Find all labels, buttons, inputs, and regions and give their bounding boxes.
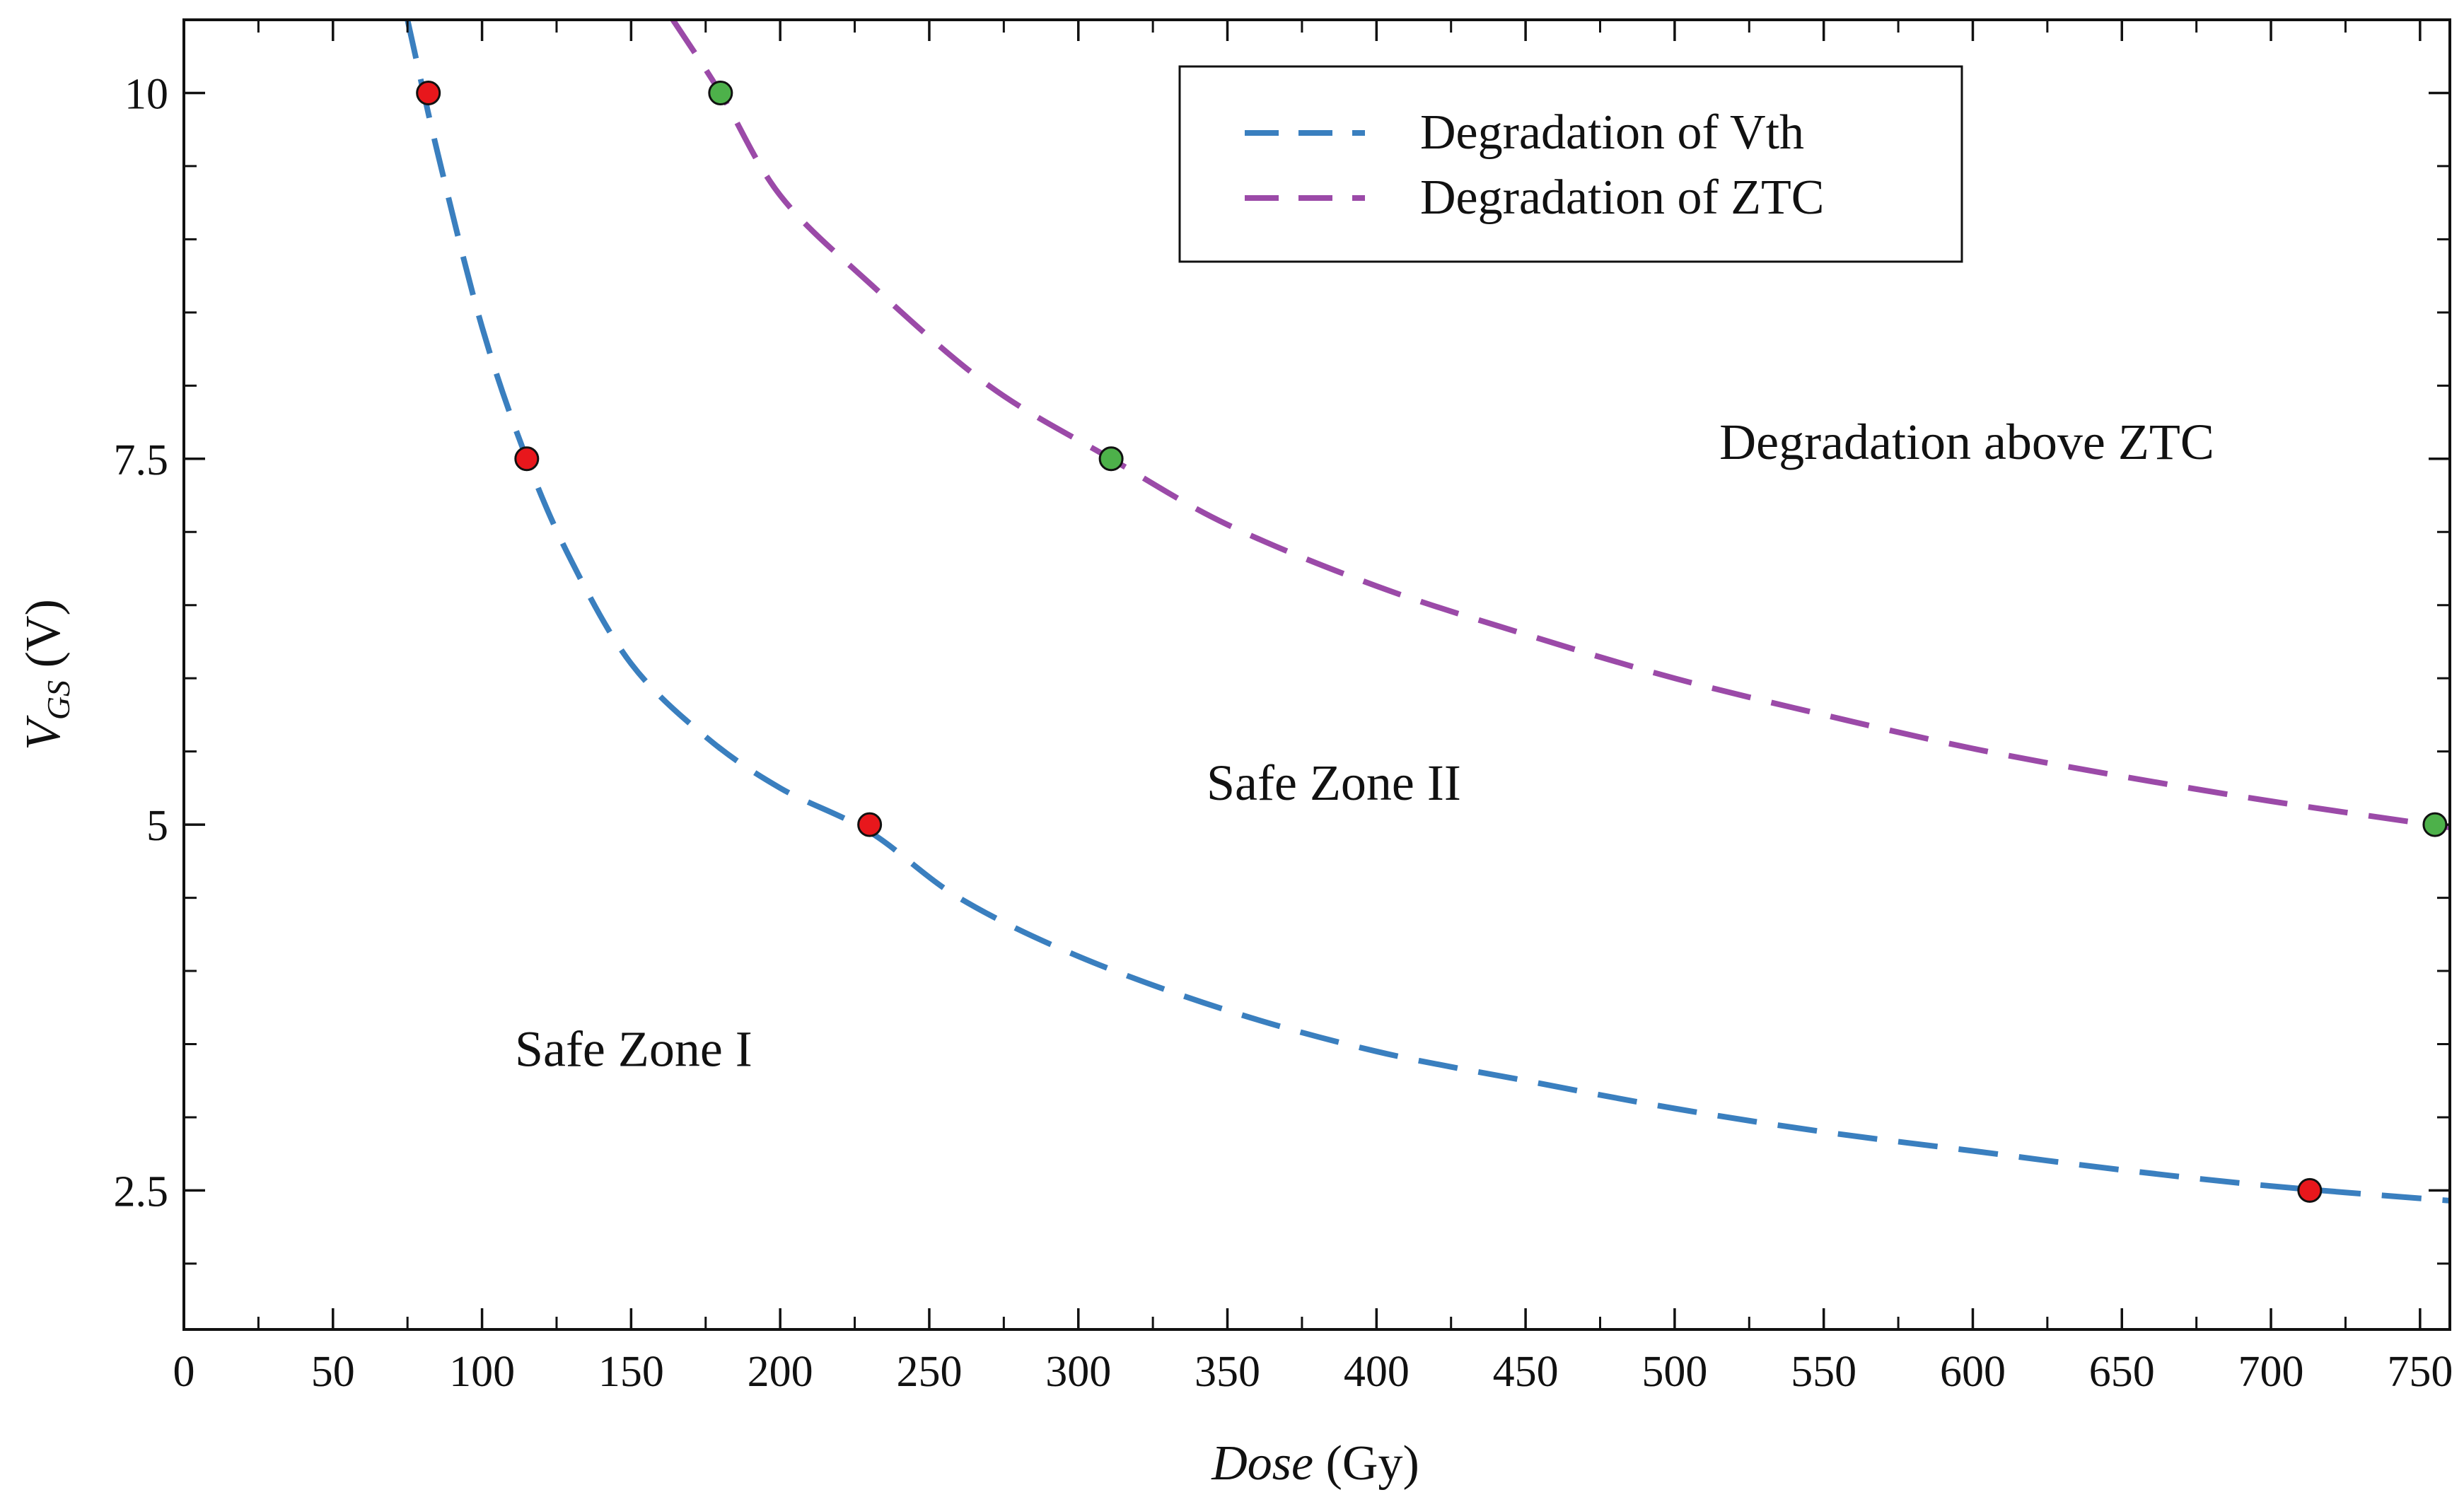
markers [416,80,2448,1203]
x-tick-label: 150 [598,1348,664,1396]
series-line-ztc [670,20,2450,831]
legend: Degradation of Vth Degradation of ZTC [1178,65,1963,263]
x-tick-label: 200 [748,1348,813,1396]
ticks: 0 50 100 150 200 250 300 350 400 450 500 550 600 650 7… [114,20,2453,1396]
y-tick-label: 5 [146,802,168,850]
annotations: Degradation above ZTC Safe Zone II Safe Zo… [515,414,2214,1078]
y-tick-label: 2.5 [114,1168,169,1216]
data-point-vth [2297,1177,2323,1203]
x-tick-label: 700 [2238,1348,2304,1396]
region-label-2: Safe Zone II [1207,755,1461,811]
x-tick-label: 50 [311,1348,355,1396]
x-tick-label: 250 [896,1348,962,1396]
x-tick-label: 0 [173,1348,195,1396]
x-tick-label: 350 [1195,1348,1260,1396]
legend-box [1178,65,1963,263]
legend-label-vth: Degradation of Vth [1420,105,1804,160]
legend-label-ztc: Degradation of ZTC [1420,170,1824,225]
data-point-vth [416,80,441,105]
x-axis-title: Dose (Gy) [1211,1436,1419,1491]
x-tick-label: 550 [1791,1348,1856,1396]
x-tick-label: 500 [1641,1348,1707,1396]
x-tick-label: 400 [1344,1348,1410,1396]
region-label-1: Degradation above ZTC [1719,414,2214,470]
x-tick-label: 300 [1045,1348,1111,1396]
data-point-ztc [1098,446,1124,472]
data-point-vth [514,446,540,472]
region-label-3: Safe Zone I [515,1021,752,1078]
x-tick-label: 600 [1940,1348,2006,1396]
y-tick-label: 7.5 [114,436,169,484]
x-tick-label: 650 [2089,1348,2155,1396]
data-point-ztc [2422,812,2448,837]
x-tick-label: 450 [1493,1348,1559,1396]
x-tick-label: 750 [2387,1348,2453,1396]
y-tick-label: 10 [124,70,168,118]
data-point-ztc [708,80,733,105]
y-axis-title: VGS (V) [16,599,76,750]
data-point-vth [857,812,883,837]
plot-frame [182,18,2451,1331]
x-tick-label: 100 [449,1348,515,1396]
